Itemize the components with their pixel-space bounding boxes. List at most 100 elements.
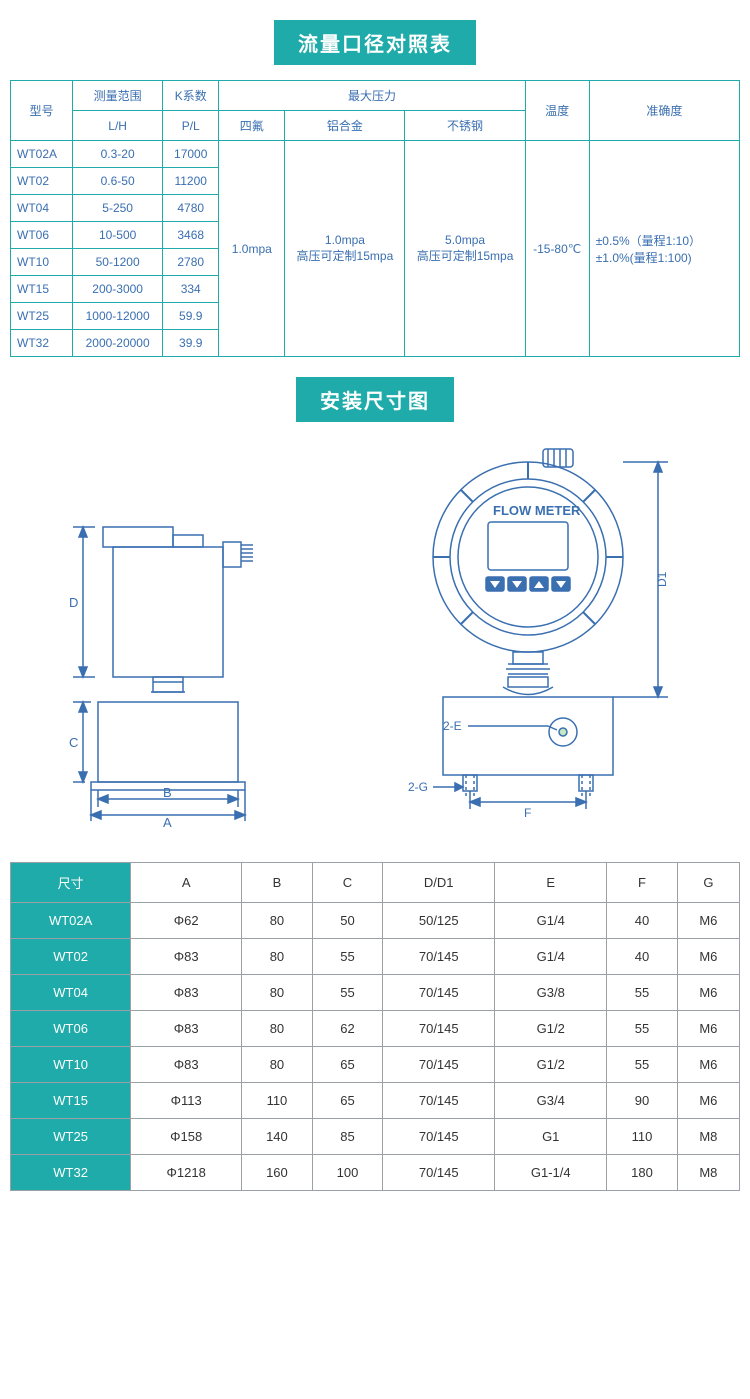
cell-alloy: 1.0mpa高压可定制15mpa bbox=[285, 141, 405, 357]
cell-k: 17000 bbox=[163, 141, 219, 168]
th-temp: 温度 bbox=[525, 81, 589, 141]
cell-steel: 5.0mpa高压可定制15mpa bbox=[405, 141, 525, 357]
cell-G: M6 bbox=[677, 975, 739, 1011]
cell-B: 80 bbox=[242, 903, 313, 939]
cell-B: 80 bbox=[242, 1047, 313, 1083]
cell-E: G1-1/4 bbox=[495, 1155, 607, 1191]
cell-D: 70/145 bbox=[383, 1155, 495, 1191]
cell-model: WT25 bbox=[11, 303, 73, 330]
label-g: 2-G bbox=[408, 780, 428, 794]
cell-k: 4780 bbox=[163, 195, 219, 222]
cell-acc: ±0.5%（量程1:10）±1.0%(量程1:100) bbox=[589, 141, 739, 357]
cell-B: 80 bbox=[242, 1011, 313, 1047]
cell-C: 55 bbox=[312, 975, 383, 1011]
cell-temp: -15-80℃ bbox=[525, 141, 589, 357]
cell-D: 70/145 bbox=[383, 939, 495, 975]
cell-m: WT32 bbox=[11, 1155, 131, 1191]
th-e2: E bbox=[495, 863, 607, 903]
cell-E: G1/2 bbox=[495, 1047, 607, 1083]
cell-F: 180 bbox=[607, 1155, 678, 1191]
th-a: A bbox=[131, 863, 242, 903]
cell-A: Φ83 bbox=[131, 1011, 242, 1047]
cell-A: Φ83 bbox=[131, 975, 242, 1011]
th-b2: B bbox=[242, 863, 313, 903]
label-e: 2-E bbox=[443, 719, 462, 733]
th-dim: 尺寸 bbox=[11, 863, 131, 903]
cell-C: 65 bbox=[312, 1083, 383, 1119]
cell-G: M6 bbox=[677, 903, 739, 939]
cell-G: M6 bbox=[677, 1047, 739, 1083]
th-d2: D/D1 bbox=[383, 863, 495, 903]
cell-E: G1/4 bbox=[495, 939, 607, 975]
cell-E: G1/2 bbox=[495, 1011, 607, 1047]
th-model: 型号 bbox=[11, 81, 73, 141]
cell-B: 160 bbox=[242, 1155, 313, 1191]
th-g2: G bbox=[677, 863, 739, 903]
th-range-unit: L/H bbox=[73, 111, 163, 141]
cell-range: 200-3000 bbox=[73, 276, 163, 303]
cell-A: Φ83 bbox=[131, 1047, 242, 1083]
cell-m: WT04 bbox=[11, 975, 131, 1011]
cell-B: 80 bbox=[242, 975, 313, 1011]
spec-table: 型号 测量范围 K系数 最大压力 温度 准确度 L/H P/L 四氟 铝合金 不… bbox=[10, 80, 740, 357]
cell-C: 85 bbox=[312, 1119, 383, 1155]
th-steel: 不锈钢 bbox=[405, 111, 525, 141]
cell-A: Φ83 bbox=[131, 939, 242, 975]
cell-range: 50-1200 bbox=[73, 249, 163, 276]
cell-siflon: 1.0mpa bbox=[219, 141, 285, 357]
cell-C: 65 bbox=[312, 1047, 383, 1083]
cell-B: 110 bbox=[242, 1083, 313, 1119]
cell-B: 140 bbox=[242, 1119, 313, 1155]
dimension-table: 尺寸 A B C D/D1 E F G WT02AΦ62805050/125G1… bbox=[10, 862, 740, 1191]
cell-model: WT10 bbox=[11, 249, 73, 276]
cell-E: G1/4 bbox=[495, 903, 607, 939]
cell-C: 62 bbox=[312, 1011, 383, 1047]
cell-F: 55 bbox=[607, 1011, 678, 1047]
label-flowmeter: FLOW METER bbox=[493, 503, 581, 518]
cell-k: 59.9 bbox=[163, 303, 219, 330]
th-siflon: 四氟 bbox=[219, 111, 285, 141]
cell-G: M6 bbox=[677, 939, 739, 975]
cell-F: 55 bbox=[607, 975, 678, 1011]
cell-model: WT02 bbox=[11, 168, 73, 195]
diagram-right: FLOW METER D1 2-E 2-G F bbox=[348, 447, 708, 827]
cell-model: WT04 bbox=[11, 195, 73, 222]
cell-k: 334 bbox=[163, 276, 219, 303]
diagram-container: D C B A bbox=[10, 437, 740, 847]
cell-F: 40 bbox=[607, 903, 678, 939]
th-f2: F bbox=[607, 863, 678, 903]
cell-G: M6 bbox=[677, 1011, 739, 1047]
cell-k: 2780 bbox=[163, 249, 219, 276]
cell-range: 5-250 bbox=[73, 195, 163, 222]
cell-k: 11200 bbox=[163, 168, 219, 195]
th-alloy: 铝合金 bbox=[285, 111, 405, 141]
cell-D: 70/145 bbox=[383, 975, 495, 1011]
cell-m: WT10 bbox=[11, 1047, 131, 1083]
cell-k: 3468 bbox=[163, 222, 219, 249]
cell-D: 70/145 bbox=[383, 1047, 495, 1083]
cell-G: M8 bbox=[677, 1119, 739, 1155]
cell-m: WT02 bbox=[11, 939, 131, 975]
cell-range: 0.6-50 bbox=[73, 168, 163, 195]
cell-m: WT25 bbox=[11, 1119, 131, 1155]
cell-A: Φ113 bbox=[131, 1083, 242, 1119]
title-spec-table: 流量口径对照表 bbox=[274, 20, 476, 65]
cell-F: 110 bbox=[607, 1119, 678, 1155]
cell-C: 100 bbox=[312, 1155, 383, 1191]
cell-D: 70/145 bbox=[383, 1119, 495, 1155]
cell-model: WT02A bbox=[11, 141, 73, 168]
diagram-left: D C B A bbox=[43, 507, 283, 827]
label-d1: D1 bbox=[655, 571, 669, 587]
cell-model: WT15 bbox=[11, 276, 73, 303]
cell-A: Φ1218 bbox=[131, 1155, 242, 1191]
cell-F: 90 bbox=[607, 1083, 678, 1119]
th-maxp: 最大压力 bbox=[219, 81, 525, 111]
title-diagram: 安装尺寸图 bbox=[296, 377, 454, 422]
label-f: F bbox=[524, 806, 531, 820]
cell-E: G1 bbox=[495, 1119, 607, 1155]
cell-m: WT06 bbox=[11, 1011, 131, 1047]
cell-E: G3/8 bbox=[495, 975, 607, 1011]
cell-D: 50/125 bbox=[383, 903, 495, 939]
cell-m: WT15 bbox=[11, 1083, 131, 1119]
cell-k: 39.9 bbox=[163, 330, 219, 357]
